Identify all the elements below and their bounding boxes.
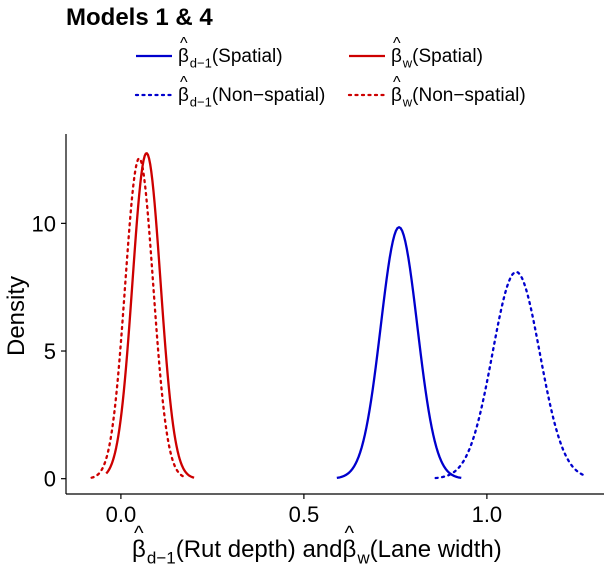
density-curves: [90, 152, 587, 480]
x-axis-title-part2: (Lane width): [370, 536, 502, 563]
beta-symbol: ^β d−1: [178, 73, 212, 109]
x-axis-title: ^β d−1 (Rut depth) and ^β w (Lane width): [132, 523, 502, 568]
hat-mark: ^: [134, 523, 144, 545]
beta-subscript: d−1: [147, 549, 176, 568]
beta-char: β: [178, 85, 189, 106]
x-axis-title-part1: (Rut depth) and: [176, 536, 343, 563]
beta-subscript: d−1: [190, 55, 212, 70]
hat-mark: ^: [393, 34, 401, 52]
y-tick-label: 0: [44, 467, 56, 492]
beta-char: β: [132, 536, 146, 563]
legend-label: (Spatial): [412, 46, 483, 67]
beta-char: β: [391, 46, 402, 67]
beta-subscript: w: [402, 55, 413, 70]
beta-symbol: ^β w: [343, 523, 371, 568]
x-ticks: 0.0 0.5 1.0: [106, 494, 503, 527]
beta-subscript: d−1: [190, 94, 212, 109]
legend-entry: ^β w (Non−spatial): [347, 73, 526, 109]
hat-mark: ^: [393, 73, 401, 91]
beta-char: β: [391, 85, 402, 106]
beta-subscript: w: [402, 94, 413, 109]
legend-label: (Spatial): [212, 46, 283, 67]
legend-entry: ^β w (Spatial): [349, 34, 483, 70]
legend-entry: ^β d−1 (Spatial): [136, 34, 283, 70]
beta-char: β: [178, 46, 189, 67]
density-curve-0: [336, 226, 462, 480]
legend-entry: ^β d−1 (Non−spatial): [134, 73, 326, 109]
y-ticks: 0 5 10: [32, 211, 66, 492]
axes: [65, 134, 604, 495]
beta-char: β: [343, 536, 357, 563]
y-tick-label: 5: [44, 339, 56, 364]
y-tick-label: 10: [32, 211, 56, 236]
legend-label: (Non−spatial): [412, 85, 526, 106]
x-tick-label: 0.0: [106, 502, 137, 527]
x-tick-label: 1.0: [472, 502, 503, 527]
chart-title: Models 1 & 4: [66, 4, 213, 31]
beta-symbol: ^β w: [391, 73, 413, 109]
legend-label: (Non−spatial): [212, 85, 326, 106]
y-axis-title: Density: [3, 276, 30, 356]
beta-symbol: ^β w: [391, 34, 413, 70]
hat-mark: ^: [180, 34, 188, 52]
beta-subscript: w: [356, 549, 370, 568]
beta-symbol: ^β d−1: [132, 523, 176, 568]
density-curve-2: [434, 270, 587, 480]
hat-mark: ^: [345, 523, 355, 545]
density-curve-1: [105, 152, 195, 479]
hat-mark: ^: [180, 73, 188, 91]
x-tick-label: 0.5: [289, 502, 320, 527]
density-curve-3: [90, 157, 188, 479]
beta-symbol: ^β d−1: [178, 34, 212, 70]
legend: ^β d−1 (Spatial)^β w (Spatial)^β d−1 (Non−s…: [134, 34, 526, 109]
